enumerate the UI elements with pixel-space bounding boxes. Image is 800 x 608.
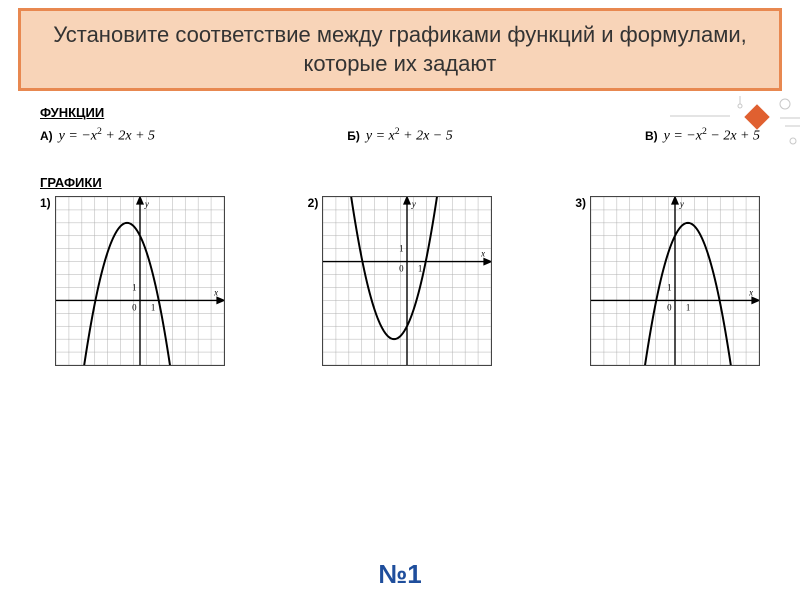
graph-svg: 0 1 1 y x [55, 196, 225, 366]
function-formula: y = −x2 + 2x + 5 [59, 126, 155, 145]
svg-text:y: y [411, 199, 416, 209]
title-box: Установите соответствие между графиками … [18, 8, 782, 91]
svg-text:1: 1 [667, 282, 671, 292]
svg-text:1: 1 [418, 263, 422, 273]
function-formula: y = x2 + 2x − 5 [366, 126, 453, 145]
graphs-row: 1) 0 1 1 y x 2) 0 1 1 y x 3) 0 1 1 y x [40, 196, 760, 371]
function-label: А) [40, 129, 53, 143]
graph-svg: 0 1 1 y x [590, 196, 760, 366]
graph-holder: 0 1 1 y x [55, 196, 225, 371]
function-item: Б) y = x2 + 2x − 5 [347, 126, 453, 145]
graph-svg: 0 1 1 y x [322, 196, 492, 366]
function-label: Б) [347, 129, 360, 143]
title-text: Установите соответствие между графиками … [53, 22, 747, 76]
graph-item: 2) 0 1 1 y x [308, 196, 493, 371]
page-number: №1 [378, 559, 421, 590]
graph-holder: 0 1 1 y x [322, 196, 492, 371]
svg-text:x: x [748, 287, 753, 297]
functions-row: А) y = −x2 + 2x + 5 Б) y = x2 + 2x − 5 В) y =… [40, 126, 760, 145]
svg-text:y: y [679, 199, 684, 209]
svg-text:x: x [213, 287, 218, 297]
svg-text:1: 1 [686, 302, 690, 312]
graph-holder: 0 1 1 y x [590, 196, 760, 371]
graph-item: 3) 0 1 1 y x [575, 196, 760, 371]
svg-text:1: 1 [151, 302, 155, 312]
corner-decoration [670, 96, 800, 156]
graph-label: 1) [40, 196, 51, 210]
svg-text:1: 1 [399, 244, 403, 254]
svg-text:0: 0 [399, 263, 404, 273]
circuit-lines [670, 96, 800, 144]
svg-text:1: 1 [132, 282, 136, 292]
svg-text:y: y [144, 199, 149, 209]
diamond-icon [744, 104, 769, 129]
function-label: В) [645, 129, 658, 143]
svg-text:0: 0 [132, 302, 137, 312]
svg-text:0: 0 [667, 302, 672, 312]
function-item: А) y = −x2 + 2x + 5 [40, 126, 155, 145]
graph-label: 2) [308, 196, 319, 210]
graphs-heading: ГРАФИКИ [40, 175, 800, 190]
graph-label: 3) [575, 196, 586, 210]
graph-item: 1) 0 1 1 y x [40, 196, 225, 371]
svg-text:x: x [480, 249, 485, 259]
